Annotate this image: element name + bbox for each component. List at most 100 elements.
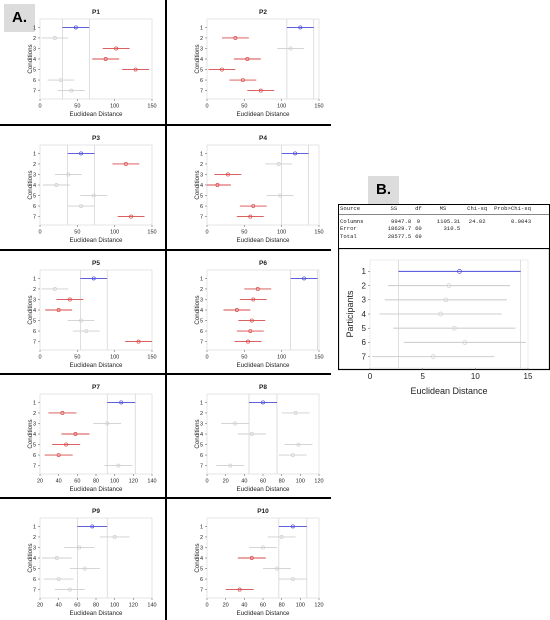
- anova-cell: 1105.31: [436, 217, 461, 225]
- y-tick-label: 3: [200, 421, 203, 427]
- y-tick-label: 5: [200, 67, 203, 73]
- interval-mean-marker: [438, 311, 443, 317]
- x-tick-label: 50: [74, 104, 80, 110]
- x-tick-label: 0: [38, 104, 41, 110]
- interval-mean-marker: [82, 566, 87, 571]
- interval-mean-marker: [58, 78, 63, 83]
- y-axis-label: Conditions: [27, 295, 34, 324]
- y-tick-label: 3: [200, 46, 203, 52]
- y-tick-label: 4: [200, 556, 203, 562]
- y-tick-label: 7: [200, 464, 203, 470]
- anova-header: Source: [339, 205, 376, 215]
- y-tick-label: 6: [200, 577, 203, 583]
- x-tick-label: 80: [279, 603, 285, 609]
- y-tick-label: 2: [33, 535, 36, 541]
- x-axis-label: Euclidean Distance: [237, 486, 291, 493]
- y-tick-label: 6: [33, 577, 36, 583]
- interval-mean-marker: [237, 587, 242, 592]
- y-tick-label: 1: [200, 276, 203, 282]
- x-axis-label: Euclidean Distance: [410, 386, 487, 396]
- x-tick-label: 0: [38, 230, 41, 236]
- y-tick-label: 3: [33, 46, 36, 52]
- y-tick-label: 2: [33, 36, 36, 42]
- chart-participants: 1 2 3 4 5 6 7 0 5 10 15 Euclidean Distance Participa…: [338, 248, 550, 396]
- y-tick-label: 5: [33, 442, 36, 448]
- y-axis-label: Conditions: [194, 419, 201, 448]
- interval-mean-marker: [296, 442, 301, 447]
- x-tick-label: 20: [37, 603, 43, 609]
- interval-mean-marker: [251, 204, 256, 209]
- horizontal-divider: [0, 497, 331, 499]
- interval-mean-marker: [290, 524, 295, 529]
- anova-cell: 9947.8: [391, 217, 412, 225]
- x-tick-label: 100: [296, 603, 305, 609]
- anova-cell: 24.02: [468, 217, 486, 225]
- x-tick-label: 5: [420, 372, 425, 381]
- interval-mean-marker: [91, 193, 96, 198]
- x-tick-label: 120: [129, 603, 138, 609]
- y-tick-label: 3: [33, 545, 36, 551]
- y-axis-label: Conditions: [27, 419, 34, 448]
- interval-mean-marker: [103, 57, 108, 61]
- interval-mean-marker: [116, 463, 121, 468]
- vertical-divider: [165, 0, 167, 620]
- anova-cell: 0.0043: [510, 217, 532, 225]
- interval-mean-marker: [446, 283, 452, 288]
- chart-p7: P7 1 2 3 4 5 6 7 20 40 60 80 100 120 140 Euclidean Dist…: [27, 384, 157, 493]
- y-tick-label: 2: [200, 535, 203, 541]
- x-tick-label: 100: [110, 355, 119, 361]
- x-tick-label: 150: [314, 230, 323, 236]
- x-tick-label: 10: [471, 372, 480, 381]
- x-axis-label: Euclidean Distance: [70, 610, 124, 617]
- x-tick-label: 40: [56, 603, 62, 609]
- interval-mean-marker: [261, 545, 265, 550]
- interval-mean-marker: [462, 340, 468, 345]
- interval-mean-marker: [290, 577, 295, 582]
- interval-mean-marker: [52, 35, 57, 40]
- chart-title: P2: [259, 9, 267, 16]
- y-tick-label: 4: [362, 310, 367, 319]
- y-tick-label: 7: [200, 89, 203, 95]
- y-tick-label: 6: [362, 338, 367, 347]
- interval-mean-marker: [67, 587, 72, 592]
- y-tick-label: 7: [33, 89, 36, 95]
- interval-mean-marker: [56, 453, 61, 458]
- x-tick-label: 50: [241, 230, 247, 236]
- chart-title: P6: [259, 260, 267, 267]
- interval-mean-marker: [298, 25, 303, 30]
- y-axis-label: Conditions: [27, 543, 34, 572]
- x-tick-label: 20: [37, 479, 43, 485]
- x-tick-label: 80: [279, 479, 285, 485]
- interval-mean-marker: [64, 442, 69, 447]
- y-tick-label: 4: [200, 57, 203, 63]
- anova-row: Columns 9947.8 9 1105.31 24.02 0.0043: [339, 218, 549, 226]
- x-tick-label: 15: [524, 372, 533, 381]
- x-axis-label: Euclidean Distance: [70, 362, 124, 369]
- interval-mean-marker: [233, 35, 238, 40]
- x-tick-label: 40: [56, 479, 62, 485]
- anova-cell: Columns: [340, 217, 364, 225]
- anova-cell: [461, 233, 493, 241]
- y-tick-label: 1: [33, 151, 36, 157]
- x-tick-label: 80: [93, 603, 99, 609]
- interval-mean-marker: [69, 88, 74, 93]
- chart-p8: P8 1 2 3 4 5 6 7 0 20 40 60 80 100 120 Euclidean Distan…: [194, 384, 324, 493]
- interval-mean-marker: [457, 269, 462, 274]
- x-axis-label: Euclidean Distance: [70, 486, 124, 493]
- interval-mean-marker: [79, 151, 84, 156]
- interval-mean-marker: [288, 46, 293, 51]
- y-tick-label: 5: [200, 193, 203, 199]
- y-tick-label: 2: [33, 287, 36, 293]
- x-tick-label: 0: [38, 355, 41, 361]
- y-tick-label: 2: [200, 411, 203, 417]
- x-tick-label: 0: [205, 230, 208, 236]
- x-axis-label: Euclidean Distance: [237, 610, 291, 617]
- interval-mean-marker: [54, 556, 59, 560]
- x-tick-label: 140: [147, 603, 156, 609]
- anova-cell: 18629.7: [387, 225, 412, 232]
- interval-mean-marker: [56, 577, 61, 582]
- chart-p2: P2 1 2 3 4 5 6 7 0 50 100 150 Euclidean Distance Cond…: [194, 9, 324, 118]
- interval-mean-marker: [293, 151, 298, 156]
- y-tick-label: 4: [200, 183, 203, 189]
- x-tick-label: 0: [205, 603, 208, 609]
